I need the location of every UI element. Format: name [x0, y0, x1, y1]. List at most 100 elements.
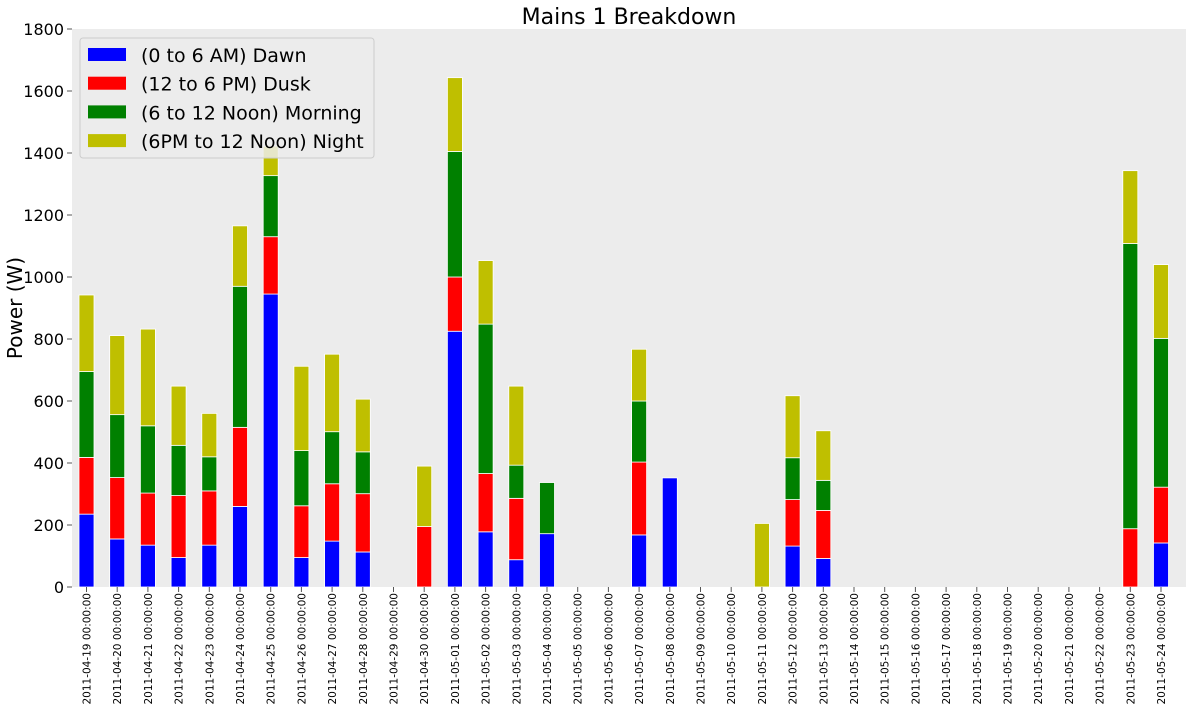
bar-segment: [201, 456, 218, 492]
bar-segment: [170, 444, 187, 496]
bar-segment: [293, 450, 310, 507]
bar-segment: [754, 523, 770, 588]
bar-segment: [1122, 170, 1139, 244]
bar-segment: [139, 544, 156, 588]
x-tick-label: 2011-04-22 00:00:00: [174, 593, 186, 704]
bar-segment: [477, 531, 494, 588]
bar-segment: [508, 464, 525, 499]
bar-segment: [262, 293, 279, 588]
x-tick-label: 2011-05-09 00:00:00: [696, 593, 708, 704]
bar-segment: [201, 412, 218, 458]
y-tick-label: 1200: [23, 206, 64, 225]
bar-segment: [78, 371, 95, 458]
x-tick-label: 2011-05-05 00:00:00: [573, 593, 585, 704]
legend: (0 to 6 AM) Dawn (12 to 6 PM) Dusk (6 to 1…: [79, 37, 375, 159]
bar-segment: [324, 483, 341, 542]
x-tick-label: 2011-04-19 00:00:00: [82, 593, 94, 704]
bar-segment: [139, 425, 156, 494]
bar-segment: [1122, 243, 1139, 530]
bar-segment: [631, 461, 647, 536]
x-tick-label: 2011-05-23 00:00:00: [1125, 593, 1137, 704]
bar-segment: [508, 559, 525, 588]
x-tick-label: 2011-05-18 00:00:00: [972, 593, 984, 704]
x-tick-label: 2011-05-13 00:00:00: [818, 593, 830, 704]
bar-segment: [232, 285, 248, 428]
bar-segment: [201, 490, 218, 546]
x-tick-label: 2011-05-11 00:00:00: [757, 593, 769, 704]
y-tick-label: 200: [33, 516, 64, 535]
legend-label: (0 to 6 AM) Dawn: [141, 45, 306, 67]
bar-segment: [324, 431, 341, 485]
bar-segment: [324, 540, 341, 588]
bar-segment: [631, 400, 647, 463]
legend-label: (6PM to 12 Noon) Night: [141, 131, 364, 153]
bar-segment: [784, 395, 801, 459]
bar-segment: [1122, 528, 1139, 588]
x-tick-label: 2011-05-02 00:00:00: [481, 593, 493, 704]
y-tick-label: 1000: [23, 268, 64, 287]
bar-segment: [477, 260, 494, 325]
bar-segment: [354, 493, 371, 553]
y-tick-label: 1600: [23, 82, 64, 101]
x-tick-label: 2011-04-29 00:00:00: [389, 593, 401, 704]
y-tick-label: 600: [33, 392, 64, 411]
bar-segment: [78, 457, 95, 515]
bar-segment: [109, 477, 126, 540]
x-axis: 2011-04-19 00:00:00 2011-04-20 00:00:00 20…: [82, 587, 1168, 704]
bar-segment: [139, 328, 156, 427]
bar-segment: [1153, 264, 1169, 339]
bar-segment: [416, 465, 433, 527]
bar-segment: [539, 533, 555, 588]
y-tick-label: 1800: [23, 20, 64, 39]
x-tick-label: 2011-05-14 00:00:00: [849, 593, 861, 704]
x-tick-label: 2011-05-10 00:00:00: [726, 593, 738, 704]
bar-segment: [354, 398, 371, 453]
x-tick-label: 2011-04-26 00:00:00: [296, 593, 308, 704]
legend-swatch: [88, 105, 126, 119]
bar-segment: [170, 495, 187, 558]
x-tick-label: 2011-04-24 00:00:00: [235, 593, 247, 704]
bar-segment: [170, 557, 187, 588]
y-tick-label: 800: [33, 330, 64, 349]
bar-segment: [232, 426, 248, 507]
legend-label: (6 to 12 Noon) Morning: [141, 102, 362, 124]
x-tick-label: 2011-05-04 00:00:00: [542, 593, 554, 704]
bar-segment: [109, 414, 126, 478]
x-tick-label: 2011-05-15 00:00:00: [880, 593, 892, 704]
bar-segment: [232, 505, 248, 588]
bar-segment: [446, 77, 463, 152]
bar-segment: [784, 499, 801, 547]
legend-swatch: [88, 134, 126, 148]
legend-box: [79, 37, 375, 159]
bar-segment: [815, 510, 832, 559]
bars-layer: [78, 77, 1169, 588]
x-tick-label: 2011-05-01 00:00:00: [450, 593, 462, 704]
bar-segment: [293, 557, 310, 588]
bar-segment: [661, 477, 678, 588]
bar-segment: [78, 513, 95, 588]
bar-segment: [139, 492, 156, 546]
bar-segment: [1153, 542, 1169, 588]
y-axis-label: Power (W): [3, 257, 27, 359]
chart-title: Mains 1 Breakdown: [522, 5, 737, 30]
bar-segment: [354, 451, 371, 495]
bar-segment: [1153, 337, 1169, 488]
bar-segment: [477, 473, 494, 533]
bar-segment: [324, 353, 341, 433]
x-tick-label: 2011-05-16 00:00:00: [910, 593, 922, 704]
x-tick-label: 2011-04-30 00:00:00: [419, 593, 431, 704]
bar-segment: [1153, 486, 1169, 544]
y-axis: 0 200 400 600 800 1000 1200 1400 1600 1800: [23, 20, 72, 597]
y-tick-label: 1400: [23, 144, 64, 163]
bar-segment: [109, 335, 126, 416]
x-tick-label: 2011-05-20 00:00:00: [1033, 593, 1045, 704]
bar-segment: [262, 236, 279, 295]
bar-segment: [815, 558, 832, 588]
bar-segment: [477, 323, 494, 474]
legend-swatch: [88, 76, 126, 90]
bar-segment: [539, 482, 555, 535]
x-tick-label: 2011-04-27 00:00:00: [327, 593, 339, 704]
bar-segment: [78, 294, 95, 372]
bar-segment: [815, 479, 832, 511]
x-tick-label: 2011-04-20 00:00:00: [112, 593, 124, 704]
